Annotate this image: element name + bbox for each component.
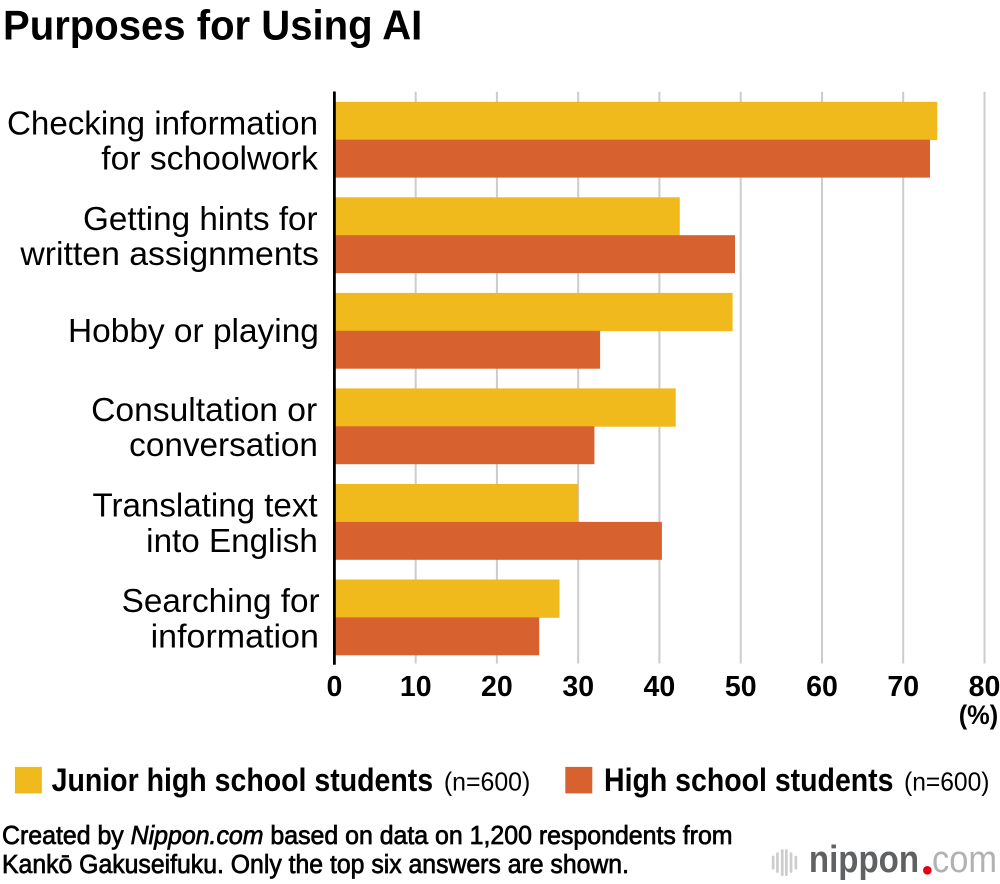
svg-text:written assignments: written assignments (19, 235, 319, 272)
svg-text:60: 60 (806, 671, 838, 703)
svg-text:0: 0 (326, 671, 342, 703)
svg-text:Created by Nippon.com based on: Created by Nippon.com based on data on 1… (2, 822, 733, 850)
svg-text:Searching for: Searching for (122, 582, 320, 619)
svg-text:(n=600): (n=600) (904, 767, 990, 797)
svg-text:High school students: High school students (604, 762, 894, 798)
svg-text:Hobby or playing: Hobby or playing (68, 312, 319, 349)
svg-text:Getting hints for: Getting hints for (83, 200, 318, 237)
svg-text:Checking information: Checking information (7, 104, 318, 141)
svg-text:information: information (151, 617, 319, 654)
svg-text:Kankō Gakuseifuku. Only the to: Kankō Gakuseifuku. Only the top six answ… (2, 851, 629, 879)
svg-text:30: 30 (562, 671, 594, 703)
svg-text:80: 80 (969, 671, 1000, 703)
svg-text:Junior high school students: Junior high school students (52, 762, 434, 798)
svg-text:(%): (%) (959, 700, 999, 730)
svg-text:(n=600): (n=600) (444, 767, 530, 797)
svg-text:40: 40 (644, 671, 676, 703)
svg-text:nippon: nippon (809, 839, 919, 881)
svg-text:into English: into English (146, 522, 318, 559)
svg-text:conversation: conversation (129, 426, 318, 463)
svg-text:20: 20 (481, 671, 513, 703)
svg-text:Consultation or: Consultation or (91, 391, 317, 428)
svg-text:Translating text: Translating text (93, 487, 318, 524)
svg-text:for schoolwork: for schoolwork (101, 140, 318, 177)
svg-text:com: com (932, 839, 997, 881)
svg-text:10: 10 (400, 671, 432, 703)
svg-text:Purposes for Using AI: Purposes for Using AI (3, 2, 422, 49)
svg-text:70: 70 (887, 671, 919, 703)
svg-text:50: 50 (725, 671, 757, 703)
